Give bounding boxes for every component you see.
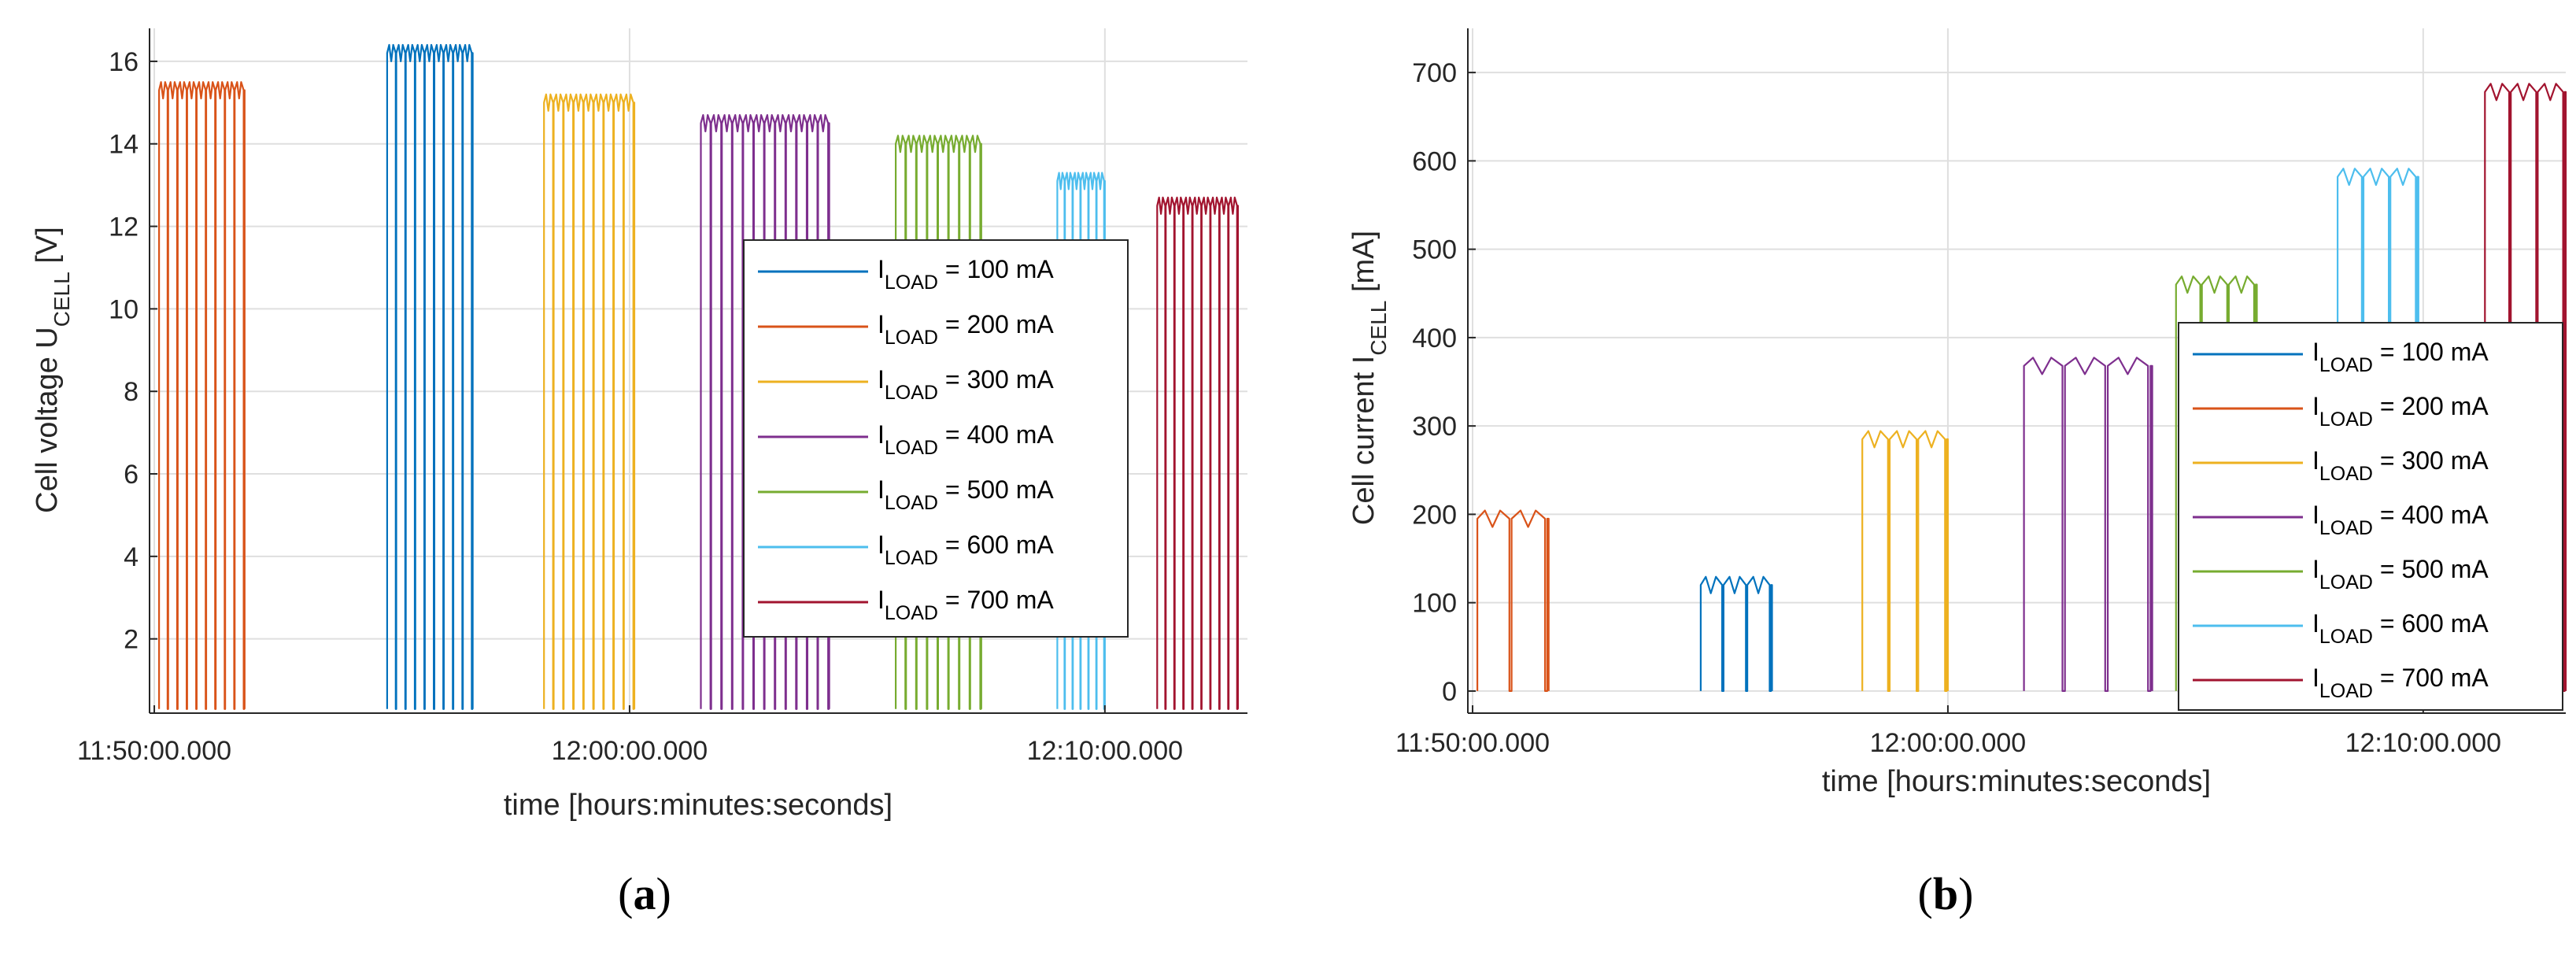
legend-entry: ILOAD = 700 mA	[2312, 664, 2489, 702]
x-tick-label: 12:10:00.000	[1027, 736, 1184, 766]
y-tick-label: 300	[1412, 412, 1457, 442]
y-tick-label: 10	[109, 294, 139, 324]
x-axis-label-b: time [hours:minutes:seconds]	[1822, 765, 2211, 798]
y-tick-label: 100	[1412, 589, 1457, 619]
y-tick-label: 200	[1412, 500, 1457, 530]
y-tick-label: 400	[1412, 324, 1457, 353]
chart-panel-b: 0 100 200 300 400 500 600 700 11:50:00.000 12:00:…	[1347, 28, 2567, 919]
x-tick-label: 12:10:00.000	[2345, 728, 2502, 758]
series-line-400-mA	[700, 114, 830, 710]
y-axis-label-b: Cell current ICELL [mA]	[1347, 231, 1391, 525]
chart-panel-a: 2 4 6 8 10 12 14 16 11:50:00.000 12:00:00.000 12:1…	[31, 28, 1247, 919]
x-tick-label: 11:50:00.000	[1395, 728, 1550, 758]
legend-entry: ILOAD = 400 mA	[2312, 501, 2489, 539]
legend-entry: ILOAD = 100 mA	[878, 255, 1054, 294]
y-tick-label: 12	[109, 213, 139, 242]
x-tick-label: 11:50:00.000	[77, 736, 231, 766]
y-tick-label: 14	[109, 130, 139, 160]
legend-box	[743, 239, 1129, 638]
legend-entry: ILOAD = 100 mA	[2312, 338, 2489, 376]
x-axis-label-a: time [hours:minutes:seconds]	[504, 789, 893, 822]
legend-entry: ILOAD = 300 mA	[2312, 446, 2489, 485]
legend-entry: ILOAD = 200 mA	[878, 310, 1054, 349]
legend-b: ILOAD = 100 mA ILOAD = 200 mA ILOAD = 300 …	[2178, 322, 2563, 711]
x-tick-label: 12:00:00.000	[1870, 728, 2027, 758]
legend-entry: ILOAD = 500 mA	[878, 475, 1054, 514]
y-tick-label: 4	[124, 542, 139, 572]
series-line-100-mA	[386, 43, 474, 710]
legend-entry: ILOAD = 300 mA	[878, 365, 1054, 404]
axes-a	[149, 28, 1247, 714]
y-tick-label: 8	[124, 377, 139, 407]
panel-label-a: (a)	[618, 868, 671, 919]
y-tick-label: 6	[124, 460, 139, 490]
series-line-100-mA	[1699, 575, 1773, 692]
legend-entry: ILOAD = 400 mA	[878, 420, 1054, 459]
legend-entry: ILOAD = 600 mA	[2312, 609, 2489, 648]
series-line-200-mA	[158, 81, 246, 710]
y-tick-label: 2	[124, 625, 139, 655]
series-line-300-mA	[1861, 430, 1949, 692]
tick-labels-b: 0 100 200 300 400 500 600 700 11:50:00.000 12:00:…	[1395, 58, 2501, 758]
y-tick-label: 600	[1412, 146, 1457, 176]
legend-entry: ILOAD = 500 mA	[2312, 555, 2489, 593]
axes-b	[1467, 28, 2566, 714]
y-axis-label-a: Cell voltage UCELL [V]	[31, 227, 74, 513]
y-tick-label: 700	[1412, 58, 1457, 88]
legend-entry: ILOAD = 600 mA	[878, 531, 1054, 569]
y-tick-label: 0	[1442, 677, 1457, 707]
tick-labels-a: 2 4 6 8 10 12 14 16 11:50:00.000 12:00:00.000 12:1…	[77, 47, 1183, 766]
series-line-400-mA	[2023, 357, 2153, 692]
legend-entry: ILOAD = 200 mA	[2312, 392, 2489, 431]
y-tick-label: 500	[1412, 235, 1457, 265]
panel-label-b: (b)	[1918, 868, 1974, 919]
y-tick-label: 16	[109, 47, 139, 77]
series-line-200-mA	[1476, 509, 1550, 692]
legend-a: ILOAD = 100 mA ILOAD = 200 mA ILOAD = 300 …	[743, 239, 1129, 638]
x-tick-label: 12:00:00.000	[552, 736, 708, 766]
legend-entry: ILOAD = 700 mA	[878, 586, 1054, 624]
series-line-300-mA	[543, 93, 636, 710]
series-line-700-mA	[1156, 196, 1239, 710]
